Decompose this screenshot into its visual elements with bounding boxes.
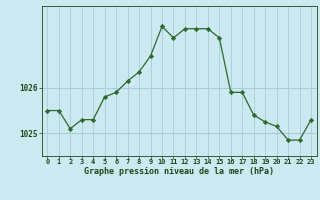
X-axis label: Graphe pression niveau de la mer (hPa): Graphe pression niveau de la mer (hPa): [84, 167, 274, 176]
